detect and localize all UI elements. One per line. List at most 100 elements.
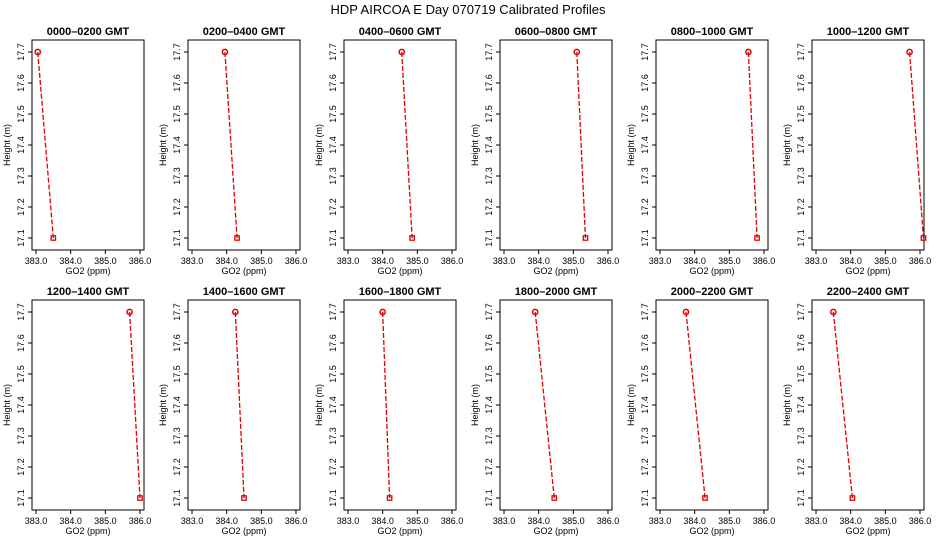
data-point-top — [221, 48, 229, 56]
panel-10: 2000–2200 GMT 383.0 384.0 385.0 386.0 17.1 17.… — [626, 286, 775, 536]
x-axis-label: GO2 (ppm) — [221, 526, 266, 536]
panel-grid: 0000–0200 GMT 383.0 384.0 385.0 386.0 17.1 17.… — [2, 26, 931, 536]
y-tick-label: 17.4 — [328, 396, 338, 414]
x-tick-label: 384.0 — [683, 256, 706, 266]
y-tick-label: 17.7 — [328, 43, 338, 61]
data-point-bottom — [582, 235, 589, 241]
y-tick-label: 17.4 — [796, 136, 806, 154]
y-tick-label: 17.7 — [172, 43, 182, 61]
plot-frame — [187, 299, 301, 511]
y-tick-label: 17.7 — [16, 303, 26, 321]
x-tick-label: 384.0 — [59, 516, 82, 526]
panel-title: 1400–1600 GMT — [203, 286, 286, 298]
data-point-bottom — [551, 495, 558, 501]
y-tick-label: 17.3 — [16, 167, 26, 185]
profile-line — [576, 51, 587, 239]
panel-title: 1600–1800 GMT — [359, 286, 442, 298]
data-point-top — [34, 48, 42, 56]
y-tick-label: 17.3 — [796, 427, 806, 445]
x-axis-label: GO2 (ppm) — [377, 266, 422, 276]
panel-title: 1200–1400 GMT — [47, 286, 130, 298]
profile-line — [401, 51, 413, 239]
y-tick-label: 17.4 — [16, 396, 26, 414]
y-tick-label: 17.6 — [796, 74, 806, 92]
y-tick-label: 17.7 — [640, 303, 650, 321]
plot-frame — [31, 39, 145, 251]
x-tick-label: 385.0 — [250, 516, 273, 526]
y-tick-label: 17.6 — [328, 334, 338, 352]
x-tick-label: 384.0 — [527, 256, 550, 266]
profile-line — [382, 311, 391, 499]
y-axis-label: Height (m) — [314, 384, 324, 426]
data-point-top — [398, 48, 406, 56]
x-axis-label: GO2 (ppm) — [533, 266, 578, 276]
panel-9: 1800–2000 GMT 383.0 384.0 385.0 386.0 17.1 17.… — [470, 286, 619, 536]
x-tick-label: 385.0 — [718, 256, 741, 266]
profile-line — [832, 311, 854, 499]
panel-4: 0800–1000 GMT 383.0 384.0 385.0 386.0 17.1 17.… — [626, 26, 775, 276]
profile-line — [908, 51, 925, 239]
panel-1: 0200–0400 GMT 383.0 384.0 385.0 386.0 17.1 17.… — [158, 26, 307, 276]
x-tick-label: 383.0 — [649, 516, 672, 526]
y-tick-label: 17.2 — [640, 458, 650, 476]
x-tick-label: 386.0 — [285, 516, 308, 526]
data-point-bottom — [702, 495, 708, 501]
x-tick-label: 384.0 — [371, 256, 394, 266]
data-point-bottom — [409, 235, 415, 241]
y-tick-label: 17.1 — [484, 229, 494, 247]
x-tick-label: 383.0 — [649, 256, 672, 266]
y-axis-label: Height (m) — [470, 124, 480, 166]
y-tick-label: 17.5 — [328, 105, 338, 123]
y-tick-label: 17.3 — [328, 167, 338, 185]
y-tick-label: 17.5 — [328, 365, 338, 383]
data-point-bottom — [386, 495, 393, 501]
x-tick-label: 385.0 — [874, 256, 897, 266]
y-tick-label: 17.5 — [16, 105, 26, 123]
y-axis-label: Height (m) — [782, 384, 792, 426]
y-tick-label: 17.3 — [484, 167, 494, 185]
y-axis-label: Height (m) — [314, 124, 324, 166]
plot-frame — [655, 299, 769, 511]
panel-title: 0000–0200 GMT — [47, 26, 130, 38]
plot-frame — [31, 299, 145, 511]
data-point-top — [231, 308, 239, 316]
x-axis-label: GO2 (ppm) — [377, 526, 422, 536]
x-tick-label: 386.0 — [129, 256, 152, 266]
y-tick-label: 17.1 — [640, 489, 650, 507]
x-tick-label: 384.0 — [215, 256, 238, 266]
y-tick-label: 17.2 — [796, 458, 806, 476]
x-tick-label: 386.0 — [909, 516, 932, 526]
data-point-bottom — [234, 235, 240, 241]
x-tick-label: 383.0 — [25, 516, 48, 526]
y-axis-label: Height (m) — [626, 124, 636, 166]
y-tick-label: 17.4 — [640, 136, 650, 154]
y-tick-label: 17.7 — [796, 303, 806, 321]
data-point-bottom — [137, 495, 143, 501]
y-tick-label: 17.7 — [640, 43, 650, 61]
y-tick-label: 17.5 — [796, 365, 806, 383]
panel-title: 2000–2200 GMT — [671, 286, 754, 298]
y-tick-label: 17.5 — [484, 365, 494, 383]
y-tick-label: 17.7 — [328, 303, 338, 321]
x-axis-label: GO2 (ppm) — [845, 526, 890, 536]
profile-line — [747, 51, 758, 239]
y-tick-label: 17.1 — [172, 489, 182, 507]
x-tick-label: 386.0 — [909, 256, 932, 266]
panel-title: 0200–0400 GMT — [203, 26, 286, 38]
data-point-top — [379, 308, 387, 316]
y-tick-label: 17.3 — [172, 167, 182, 185]
y-tick-label: 17.4 — [484, 396, 494, 414]
x-tick-label: 384.0 — [527, 516, 550, 526]
x-tick-label: 383.0 — [181, 256, 204, 266]
y-tick-label: 17.3 — [484, 427, 494, 445]
x-tick-label: 383.0 — [493, 256, 516, 266]
profile-line — [534, 311, 555, 499]
x-tick-label: 385.0 — [562, 516, 585, 526]
x-axis-label: GO2 (ppm) — [689, 526, 734, 536]
y-tick-label: 17.2 — [16, 198, 26, 216]
y-tick-label: 17.4 — [172, 136, 182, 154]
plot-frame — [655, 39, 769, 251]
y-tick-label: 17.4 — [796, 396, 806, 414]
plot-frame — [343, 39, 457, 251]
